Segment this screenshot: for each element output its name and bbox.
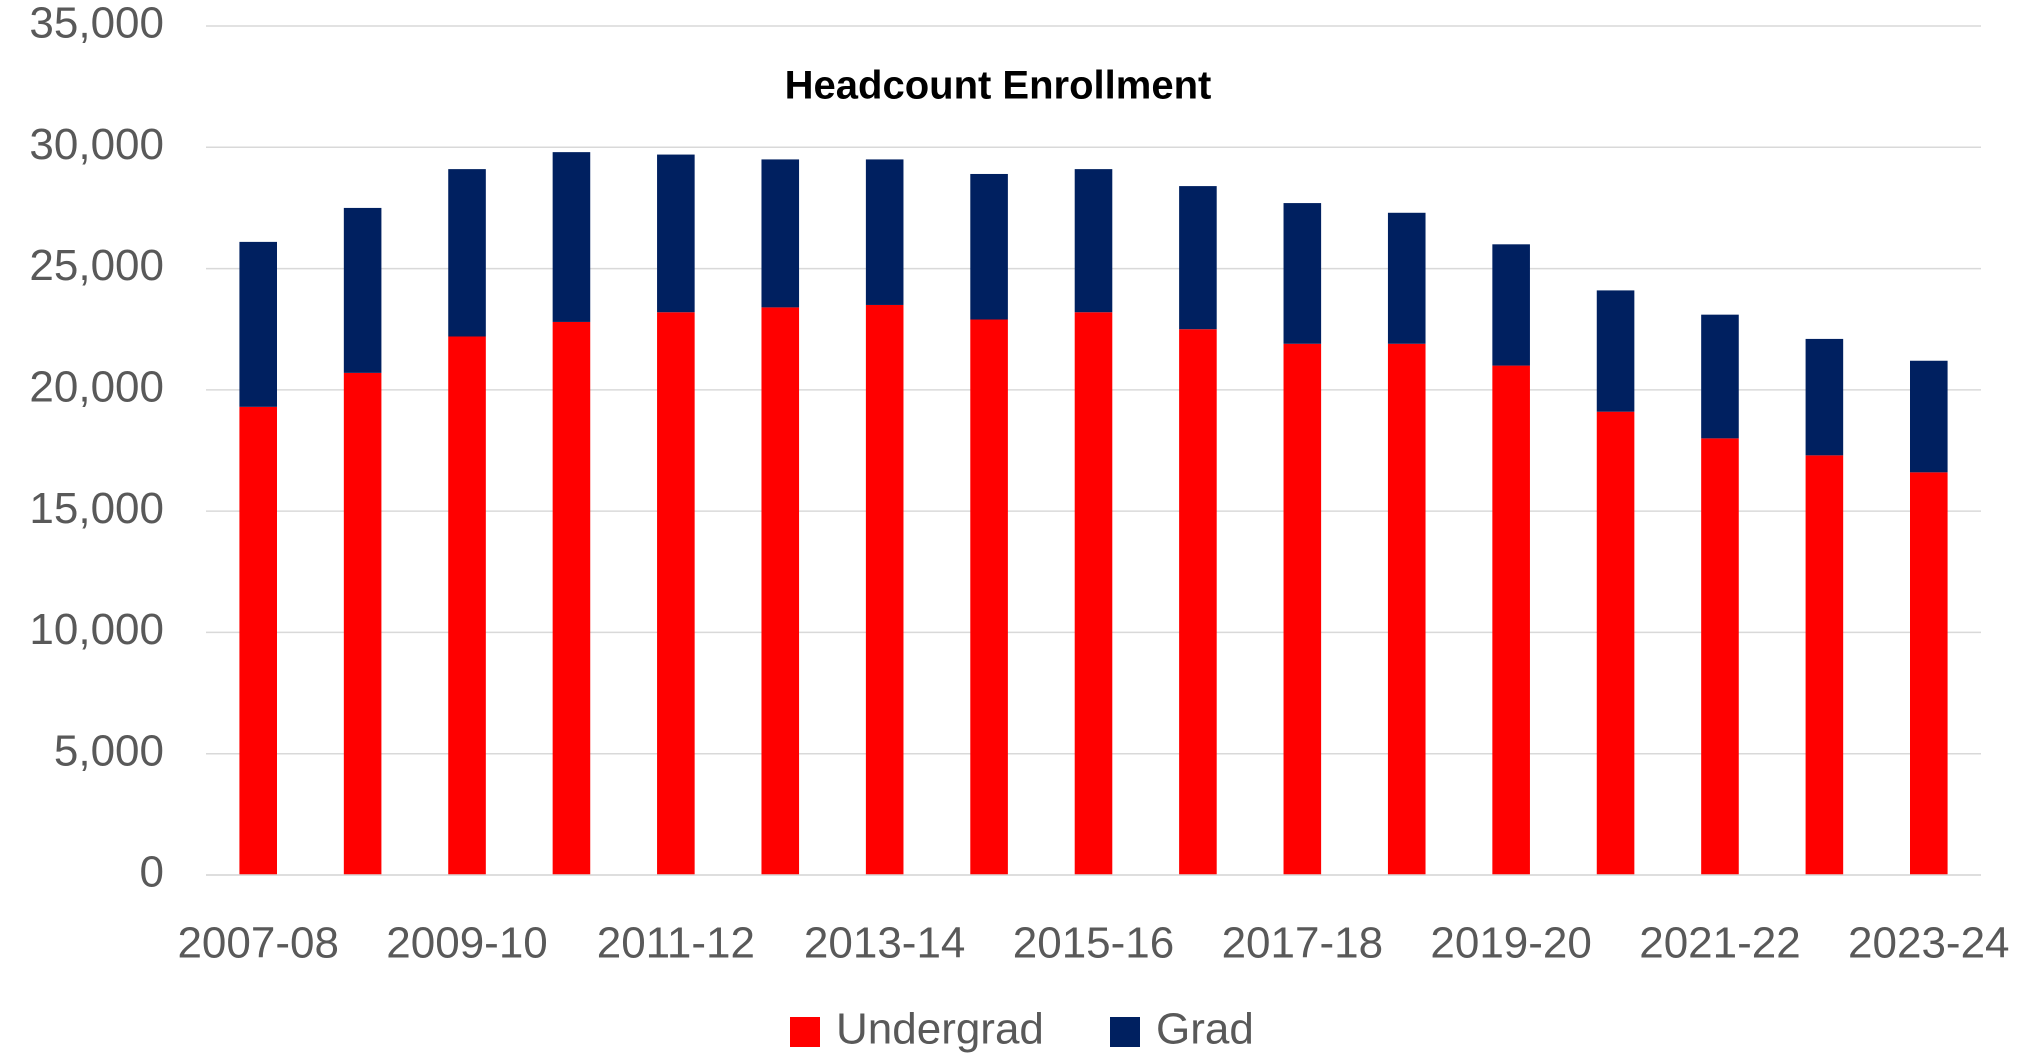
- chart-title: Headcount Enrollment: [785, 64, 1212, 108]
- y-tick-label: 35,000: [29, 0, 164, 48]
- bar-segment: [1701, 438, 1739, 875]
- bar-segment: [1910, 472, 1948, 875]
- x-tick-label: 2015-16: [1013, 919, 1174, 968]
- x-tick-label: 2013-14: [804, 919, 965, 968]
- x-tick-label: 2023-24: [1848, 919, 2009, 968]
- legend-swatch: [790, 1017, 820, 1047]
- bar-segment: [970, 319, 1008, 875]
- bar-segment: [343, 372, 382, 875]
- y-tick-label: 25,000: [29, 241, 164, 290]
- bar-segment: [1387, 343, 1426, 876]
- bar-segment: [1596, 411, 1635, 875]
- bar-segment: [239, 241, 277, 407]
- bar-segment: [1179, 186, 1217, 330]
- y-tick-label: 10,000: [29, 605, 164, 654]
- bar-segment: [1910, 360, 1948, 473]
- y-tick-label: 5,000: [54, 726, 164, 775]
- x-tick-label: 2009-10: [386, 919, 547, 968]
- y-tick-label: 15,000: [29, 484, 164, 533]
- bar-segment: [239, 406, 277, 875]
- bar-segment: [761, 307, 800, 876]
- bar-segment: [865, 304, 904, 875]
- x-tick-label: 2021-22: [1639, 919, 1800, 968]
- y-tick-label: 20,000: [29, 362, 164, 411]
- bar-segment: [657, 154, 695, 313]
- bar-segment: [1492, 244, 1530, 366]
- bar-segment: [448, 336, 486, 875]
- x-tick-label: 2019-20: [1430, 919, 1591, 968]
- legend-label: Undergrad: [836, 1005, 1044, 1054]
- bar-segment: [1179, 329, 1217, 875]
- bar-segment: [552, 321, 591, 875]
- legend-swatch: [1110, 1017, 1140, 1047]
- bar-segment: [448, 169, 486, 337]
- bar-segment: [1283, 203, 1322, 344]
- y-tick-label: 30,000: [29, 120, 164, 169]
- bar-segment: [552, 152, 591, 322]
- x-tick-label: 2011-12: [597, 919, 755, 968]
- bar-segment: [1701, 314, 1739, 439]
- bar-segment: [1596, 290, 1635, 412]
- y-tick-label: 0: [140, 848, 164, 897]
- bar-segment: [1805, 455, 1844, 875]
- legend-label: Grad: [1156, 1005, 1254, 1054]
- bar-segment: [970, 173, 1008, 320]
- bar-segment: [865, 159, 904, 305]
- bar-segment: [1074, 312, 1113, 876]
- bar-segment: [1805, 338, 1844, 456]
- bar-segment: [761, 159, 800, 308]
- bar-segment: [657, 312, 695, 876]
- x-tick-label: 2017-18: [1222, 919, 1383, 968]
- bar-segment: [1283, 343, 1322, 876]
- bar-segment: [1387, 212, 1426, 344]
- bar-segment: [1074, 169, 1113, 313]
- bar-segment: [343, 207, 382, 373]
- x-tick-label: 2007-08: [177, 919, 338, 968]
- bar-segment: [1492, 365, 1530, 875]
